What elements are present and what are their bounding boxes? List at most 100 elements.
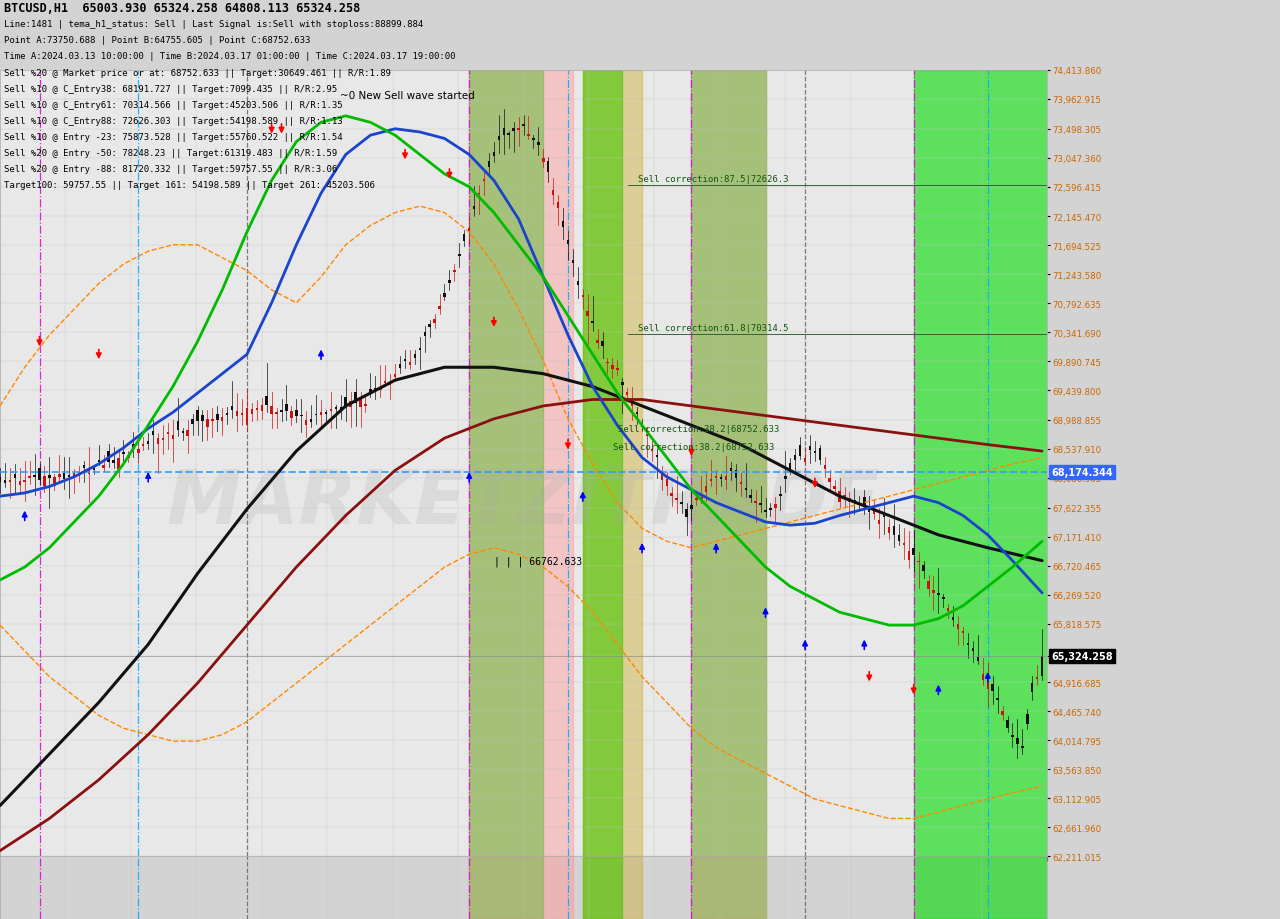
Bar <box>132 445 134 449</box>
Bar <box>1021 746 1024 748</box>
Text: Point A:73750.688 | Point B:64755.605 | Point C:68752.633: Point A:73750.688 | Point B:64755.605 | … <box>4 36 310 45</box>
Bar <box>265 397 268 405</box>
Bar <box>626 393 628 396</box>
Text: Sell %10 @ C_Entry88: 72626.303 || Target:54198.589 || R/R:1.13: Sell %10 @ C_Entry88: 72626.303 || Targe… <box>4 117 343 126</box>
Bar <box>68 476 70 478</box>
Bar <box>538 142 540 146</box>
Bar <box>291 412 293 419</box>
Bar <box>785 477 786 480</box>
Bar <box>463 235 466 242</box>
Bar <box>241 414 243 416</box>
Bar <box>246 409 248 425</box>
Bar <box>572 261 575 264</box>
Bar <box>28 476 31 479</box>
Bar <box>92 469 95 471</box>
Bar <box>270 407 273 414</box>
Text: Sell correction:87.5|72626.3: Sell correction:87.5|72626.3 <box>639 175 788 184</box>
Bar <box>330 410 332 412</box>
Bar <box>719 477 722 479</box>
Bar <box>4 480 6 483</box>
Bar <box>108 451 110 462</box>
Bar <box>369 390 371 393</box>
Bar <box>470 857 543 919</box>
Bar <box>607 362 609 364</box>
Text: Sell %10 @ Entry -23: 75873.528 || Target:55760.522 || R/R:1.54: Sell %10 @ Entry -23: 75873.528 || Targe… <box>4 132 343 142</box>
Bar <box>908 551 910 561</box>
Bar <box>453 271 456 273</box>
Bar <box>596 340 599 344</box>
Bar <box>823 465 826 470</box>
Bar <box>483 180 485 182</box>
Text: Time A:2024.03.13 10:00:00 | Time B:2024.03.17 01:00:00 | Time C:2024.03.17 19:0: Time A:2024.03.13 10:00:00 | Time B:2024… <box>4 52 456 62</box>
Bar <box>650 449 653 452</box>
Bar <box>996 698 998 700</box>
Bar <box>23 481 26 482</box>
Bar <box>878 520 881 525</box>
Bar <box>315 414 317 416</box>
Bar <box>137 449 140 453</box>
Bar <box>923 565 925 572</box>
Bar <box>142 445 145 447</box>
Text: Sell %20 @ Market price or at: 68752.633 || Target:30649.461 || R/R:1.89: Sell %20 @ Market price or at: 68752.633… <box>4 68 390 77</box>
Bar <box>547 162 549 173</box>
Bar <box>1011 736 1014 738</box>
Bar <box>522 125 525 127</box>
Text: 65,324.258: 65,324.258 <box>1051 651 1112 661</box>
Bar <box>591 322 594 323</box>
Bar <box>977 657 979 661</box>
Bar <box>44 477 46 486</box>
Bar <box>477 193 480 195</box>
Bar <box>18 482 20 486</box>
Text: 68,174.344: 68,174.344 <box>1051 468 1112 478</box>
Bar <box>300 415 302 417</box>
Bar <box>582 71 622 857</box>
Bar <box>582 857 643 919</box>
Text: Sell correction:61.8|70314.5: Sell correction:61.8|70314.5 <box>639 323 788 333</box>
Text: ~0 New Sell wave started: ~0 New Sell wave started <box>340 90 475 100</box>
Bar <box>745 488 748 490</box>
Bar <box>310 420 312 422</box>
Bar <box>102 465 105 469</box>
Bar <box>957 624 960 630</box>
Bar <box>470 857 573 919</box>
Bar <box>873 512 876 515</box>
Bar <box>897 535 900 541</box>
Bar <box>710 480 713 482</box>
Bar <box>1030 684 1033 693</box>
Bar <box>794 456 796 460</box>
Bar <box>468 229 471 233</box>
Bar <box>666 480 668 486</box>
Bar <box>221 418 224 422</box>
Bar <box>685 509 687 517</box>
Bar <box>216 414 219 421</box>
Bar <box>394 374 397 378</box>
Bar <box>339 407 342 411</box>
Bar <box>58 475 60 477</box>
Bar <box>952 617 955 620</box>
Bar <box>201 415 204 421</box>
Bar <box>113 460 115 463</box>
Bar <box>914 71 1047 857</box>
Bar <box>399 364 402 369</box>
Bar <box>691 71 765 857</box>
Bar <box>470 71 543 857</box>
Bar <box>691 857 765 919</box>
Bar <box>788 464 791 471</box>
Bar <box>621 383 623 385</box>
Bar <box>602 342 604 346</box>
Bar <box>611 366 613 370</box>
Bar <box>493 153 495 157</box>
Bar <box>296 411 297 416</box>
Bar <box>236 412 238 416</box>
Bar <box>838 492 841 503</box>
Bar <box>251 410 253 414</box>
Bar <box>780 494 782 496</box>
Bar <box>38 468 41 480</box>
Bar <box>552 190 554 196</box>
Bar <box>987 681 989 688</box>
Bar <box>177 421 179 430</box>
Bar <box>705 487 708 492</box>
Bar <box>166 432 169 435</box>
Bar <box>507 133 509 135</box>
Bar <box>582 857 622 919</box>
